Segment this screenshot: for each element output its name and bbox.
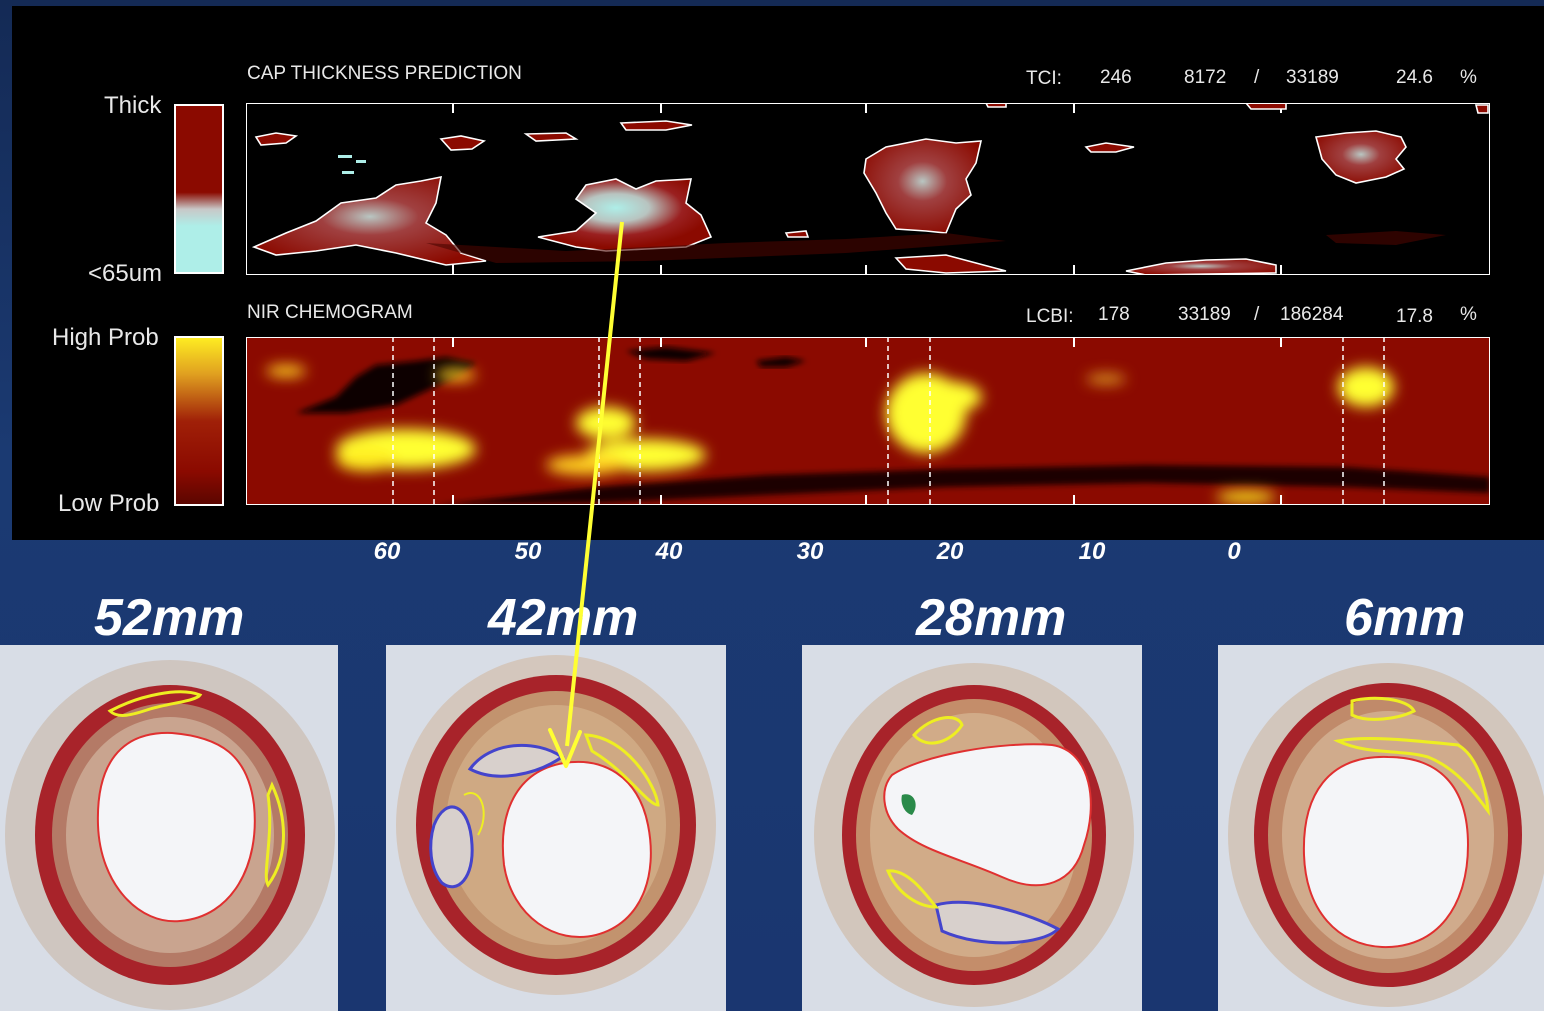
thick-label: Thick xyxy=(104,92,162,119)
nir-probability-colorbar xyxy=(174,336,224,506)
lcbi-denominator: 186284 xyxy=(1280,304,1344,325)
lcbi-separator: / xyxy=(1254,304,1260,325)
lcbi-label: LCBI: xyxy=(1026,306,1074,327)
tci-percent: 24.6 xyxy=(1396,67,1433,88)
tci-denominator: 33189 xyxy=(1286,67,1339,88)
cap-thickness-map xyxy=(246,103,1490,275)
nir-chemogram-title: NIR CHEMOGRAM xyxy=(247,302,413,323)
tci-separator: / xyxy=(1254,67,1260,88)
section-label-6mm: 6mm xyxy=(1344,589,1466,647)
axis-tick-50: 50 xyxy=(514,538,542,565)
histology-section-52mm xyxy=(0,645,338,1011)
axis-tick-60: 60 xyxy=(373,538,401,565)
axis-tick-30: 30 xyxy=(796,538,824,565)
tci-label: TCI: xyxy=(1026,68,1062,89)
section-label-52mm: 52mm xyxy=(94,589,245,647)
axis-tick-10: 10 xyxy=(1078,538,1106,565)
tci-percent-unit: % xyxy=(1460,67,1477,88)
histology-section-6mm xyxy=(1218,645,1544,1011)
low-prob-label: Low Prob xyxy=(58,490,160,517)
lcbi-numerator: 33189 xyxy=(1178,304,1231,325)
axis-tick-20: 20 xyxy=(936,538,964,565)
histology-section-28mm xyxy=(802,645,1142,1011)
section-label-42mm: 42mm xyxy=(488,589,639,647)
lcbi-percent: 17.8 xyxy=(1396,306,1433,327)
cap-thickness-title: CAP THICKNESS PREDICTION xyxy=(247,63,522,84)
thin-cap-label: <65um xyxy=(88,260,163,287)
histology-section-42mm xyxy=(386,645,726,1011)
tci-value: 246 xyxy=(1100,67,1132,88)
cap-thickness-colorbar xyxy=(174,104,224,274)
lcbi-value: 178 xyxy=(1098,304,1130,325)
lcbi-percent-unit: % xyxy=(1460,304,1477,325)
nir-chemogram-map xyxy=(246,337,1490,505)
section-label-28mm: 28mm xyxy=(916,589,1067,647)
axis-tick-40: 40 xyxy=(655,538,683,565)
tci-numerator: 8172 xyxy=(1184,67,1227,88)
high-prob-label: High Prob xyxy=(52,324,159,351)
axis-tick-0: 0 xyxy=(1227,538,1241,565)
